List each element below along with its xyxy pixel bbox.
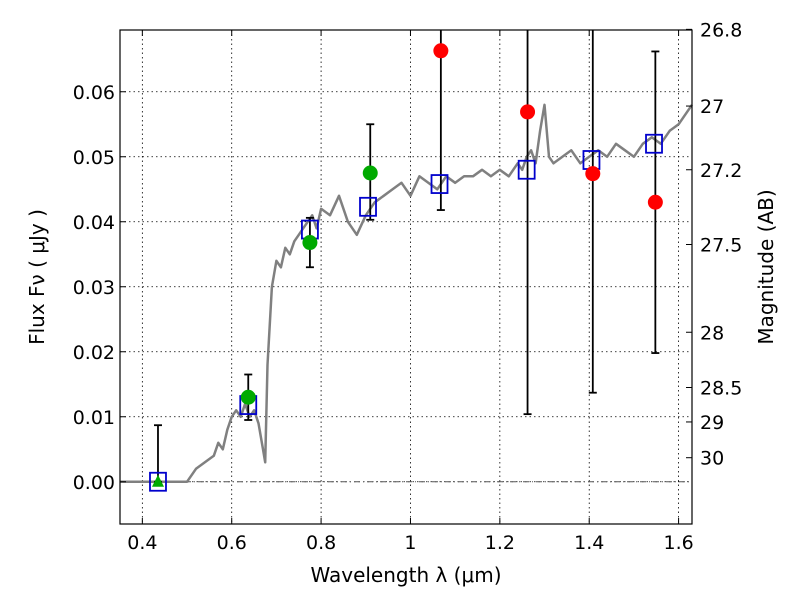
x-tick-label: 1.2 bbox=[485, 532, 515, 554]
y-tick-label: 0.06 bbox=[73, 82, 115, 104]
model-point-square bbox=[359, 196, 377, 217]
y-tick-label: 0.02 bbox=[73, 342, 115, 364]
y-tick-label: 0.05 bbox=[73, 147, 115, 169]
y2-tick-label: 27.5 bbox=[700, 235, 742, 257]
y2-axis-label: Magnitude (AB) bbox=[754, 189, 778, 344]
x-tick-label: 1 bbox=[404, 532, 416, 554]
model-point-square bbox=[149, 471, 167, 492]
y2-tick-label: 28 bbox=[700, 322, 724, 344]
y-tick-label: 0.03 bbox=[73, 277, 115, 299]
observed-point-non-detection bbox=[433, 43, 449, 59]
x-tick-label: 1.4 bbox=[574, 532, 604, 554]
x-tick-label: 0.8 bbox=[306, 532, 336, 554]
y-tick-label: 0.04 bbox=[73, 212, 115, 234]
y-axis-ticks: 0.00 0.01 0.02 0.03 0.04 0.05 0.06 bbox=[73, 82, 126, 494]
observed-point-non-detection bbox=[520, 104, 536, 120]
y-tick-label: 0.01 bbox=[73, 407, 115, 429]
observed-point-detection bbox=[302, 235, 318, 251]
observed-point-non-detection bbox=[585, 166, 601, 182]
y-axis-label: Flux Fν ( μJy ) bbox=[25, 209, 49, 345]
y2-tick-label: 27 bbox=[700, 96, 724, 118]
y2-tick-label: 28.5 bbox=[700, 378, 742, 400]
x-tick-label: 0.4 bbox=[127, 532, 157, 554]
x-tick-label: 1.6 bbox=[663, 532, 693, 554]
model-point-square bbox=[430, 174, 449, 194]
y2-axis-ticks: 26.8 27 27.2 27.5 28 28.5 29 30 bbox=[686, 19, 742, 470]
y2-tick-label: 29 bbox=[700, 412, 724, 434]
observed-point-detection bbox=[362, 165, 378, 181]
x-tick-label: 0.6 bbox=[217, 532, 247, 554]
observed-point-triangle bbox=[151, 474, 164, 487]
y2-tick-label: 26.8 bbox=[700, 19, 742, 41]
plot-frame bbox=[119, 29, 693, 525]
grid bbox=[120, 30, 692, 524]
y2-tick-label: 27.2 bbox=[700, 160, 742, 182]
errorbars-group bbox=[153, 30, 660, 483]
y-tick-label: 0.00 bbox=[73, 472, 115, 494]
x-axis-ticks: 0.4 0.6 0.8 1 1.2 1.4 1.6 bbox=[127, 30, 694, 554]
model-spectrum-group bbox=[120, 103, 694, 484]
observed-points-group bbox=[151, 43, 663, 487]
observed-point-non-detection bbox=[647, 194, 663, 210]
model-point-square bbox=[645, 133, 663, 154]
model-spectrum-line bbox=[120, 103, 694, 484]
observed-point-detection bbox=[240, 389, 256, 405]
y2-tick-label: 30 bbox=[700, 448, 724, 470]
x-axis-label: Wavelength λ (μm) bbox=[310, 563, 501, 587]
model-point-square bbox=[517, 159, 536, 180]
